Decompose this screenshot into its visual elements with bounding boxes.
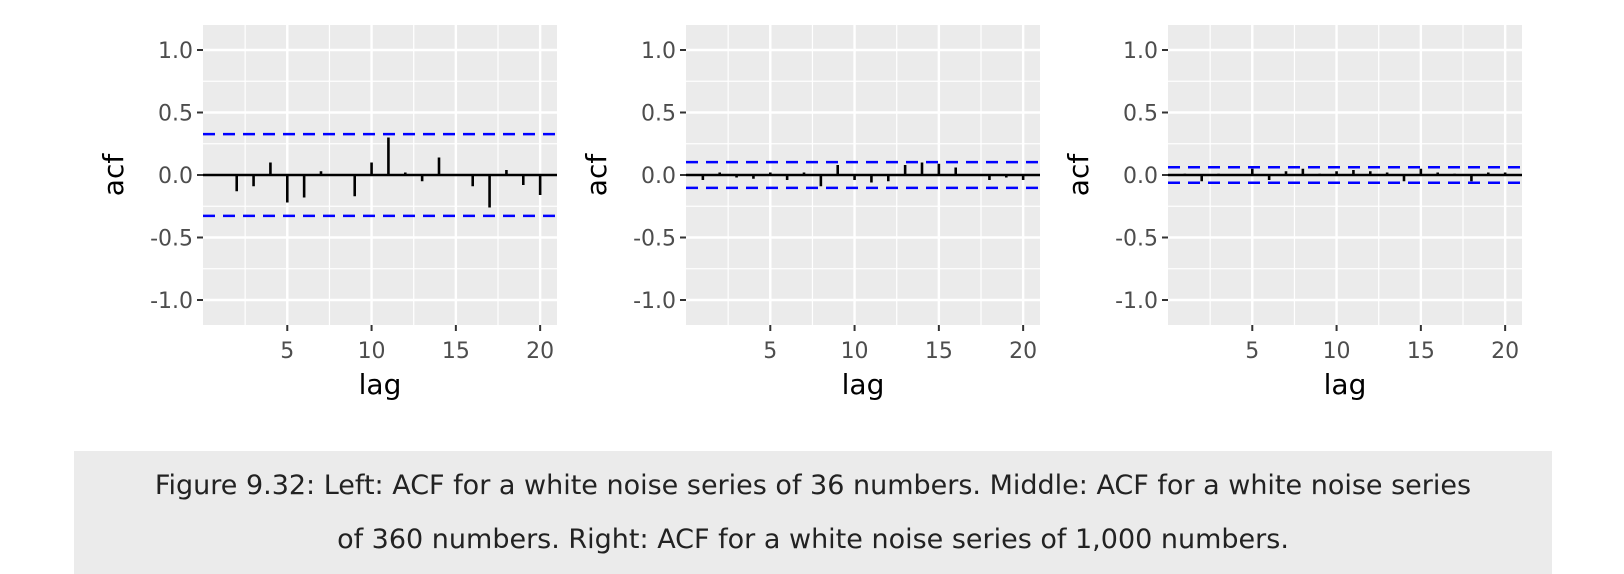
y-tick-label: 1.0 <box>1123 39 1158 64</box>
x-tick-label: 10 <box>841 339 869 364</box>
x-tick-label: 15 <box>925 339 953 364</box>
x-axis-title: lag <box>359 368 402 401</box>
acf-charts: -1.0 -0.5 0.0 0.5 1.0 5 10 15 20 lag acf -1.0 -0.5 0.… <box>97 25 1522 401</box>
x-tick-label: 20 <box>1491 339 1519 364</box>
x-tick-label: 10 <box>1323 339 1351 364</box>
y-tick-label: 1.0 <box>641 39 676 64</box>
y-axis-title: acf <box>1062 153 1095 197</box>
x-tick-label: 20 <box>526 339 554 364</box>
x-axis-title: lag <box>1324 368 1367 401</box>
y-tick-label: -1.0 <box>1115 289 1158 314</box>
acf-panel-2: -1.0 -0.5 0.0 0.5 1.0 5 10 15 20 lag acf <box>580 25 1040 401</box>
x-tick-label: 15 <box>1407 339 1435 364</box>
y-tick-label: 0.0 <box>158 164 193 189</box>
y-tick-label: 1.0 <box>158 39 193 64</box>
y-tick-label: -1.0 <box>633 289 676 314</box>
caption-text: Figure 9.32: Left: ACF for a white noise… <box>84 459 1542 567</box>
y-tick-label: 0.5 <box>641 102 676 127</box>
x-tick-label: 20 <box>1009 339 1037 364</box>
x-axis-title: lag <box>842 368 885 401</box>
y-tick-label: 0.0 <box>641 164 676 189</box>
y-tick-label: 0.5 <box>158 102 193 127</box>
y-tick-label: -0.5 <box>633 227 676 252</box>
x-tick-label: 5 <box>280 339 294 364</box>
y-tick-label: 0.0 <box>1123 164 1158 189</box>
x-tick-label: 5 <box>763 339 777 364</box>
x-tick-label: 15 <box>442 339 470 364</box>
acf-panel-1: -1.0 -0.5 0.0 0.5 1.0 5 10 15 20 lag acf <box>97 25 557 401</box>
acf-panel-3: -1.0 -0.5 0.0 0.5 1.0 5 10 15 20 lag acf <box>1062 25 1522 401</box>
x-tick-label: 5 <box>1245 339 1259 364</box>
x-tick-label: 10 <box>358 339 386 364</box>
y-axis-title: acf <box>97 153 130 197</box>
figure-caption: Figure 9.32: Left: ACF for a white noise… <box>74 451 1552 574</box>
caption-line-2: of 360 numbers. Right: ACF for a white n… <box>337 524 1289 555</box>
y-tick-label: -0.5 <box>1115 227 1158 252</box>
y-axis-title: acf <box>580 153 613 197</box>
y-tick-label: -0.5 <box>150 227 193 252</box>
caption-line-1: Figure 9.32: Left: ACF for a white noise… <box>154 470 1472 501</box>
y-tick-label: 0.5 <box>1123 102 1158 127</box>
y-tick-label: -1.0 <box>150 289 193 314</box>
